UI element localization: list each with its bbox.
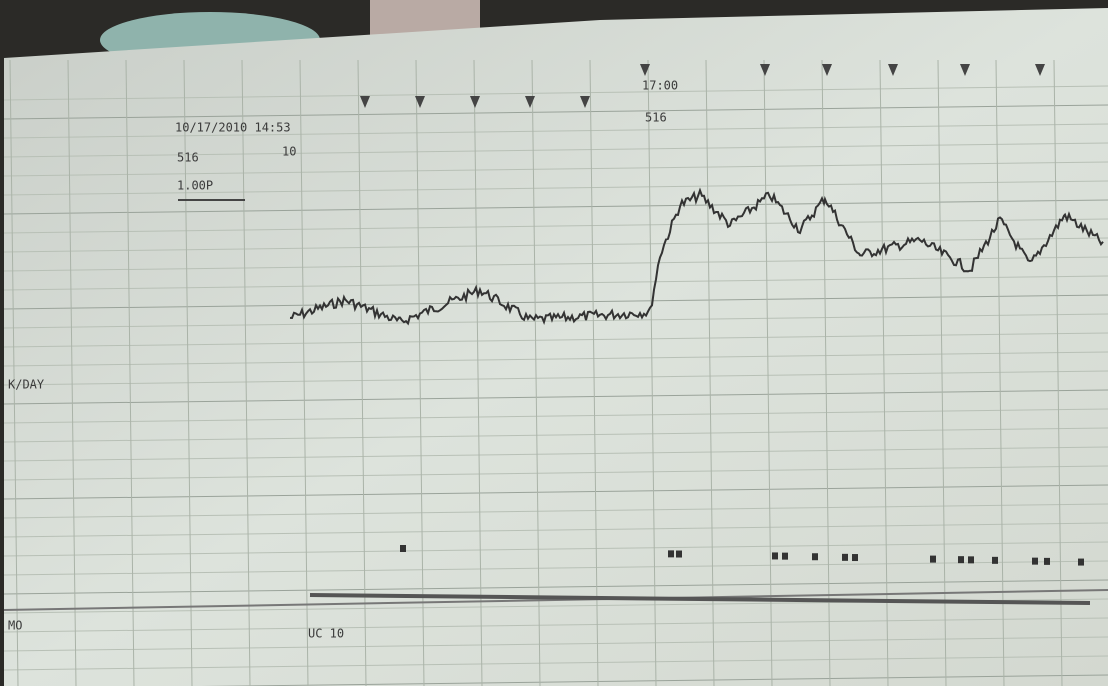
time-code: 516 [645, 111, 667, 125]
start-code: 516 [177, 151, 199, 165]
event-mark [812, 553, 818, 560]
page: 10/17/2010 14:53 516 1.00P 10 17:00 516 … [0, 0, 1108, 686]
event-mark [676, 551, 682, 558]
bottom-left-label: MO [8, 619, 22, 633]
event-mark [1078, 559, 1084, 566]
event-mark [772, 552, 778, 559]
event-mark [400, 545, 406, 552]
time-mark: 17:00 [642, 79, 678, 93]
event-mark [668, 550, 674, 557]
start-datetime: 10/17/2010 14:53 [175, 121, 291, 135]
event-mark [1044, 558, 1050, 565]
scale-marker: 10 [282, 145, 296, 159]
event-mark [852, 554, 858, 561]
left-label: K/DAY [8, 378, 45, 392]
bottom-label: UC 10 [308, 627, 344, 641]
event-mark [958, 556, 964, 563]
event-mark [1032, 558, 1038, 565]
event-mark [992, 557, 998, 564]
paper-speed: 1.00P [177, 179, 213, 193]
event-mark [782, 553, 788, 560]
photo: 10/17/2010 14:53 516 1.00P 10 17:00 516 … [0, 0, 1108, 686]
event-mark [930, 556, 936, 563]
event-mark [842, 554, 848, 561]
event-mark [968, 556, 974, 563]
paper [4, 8, 1108, 686]
